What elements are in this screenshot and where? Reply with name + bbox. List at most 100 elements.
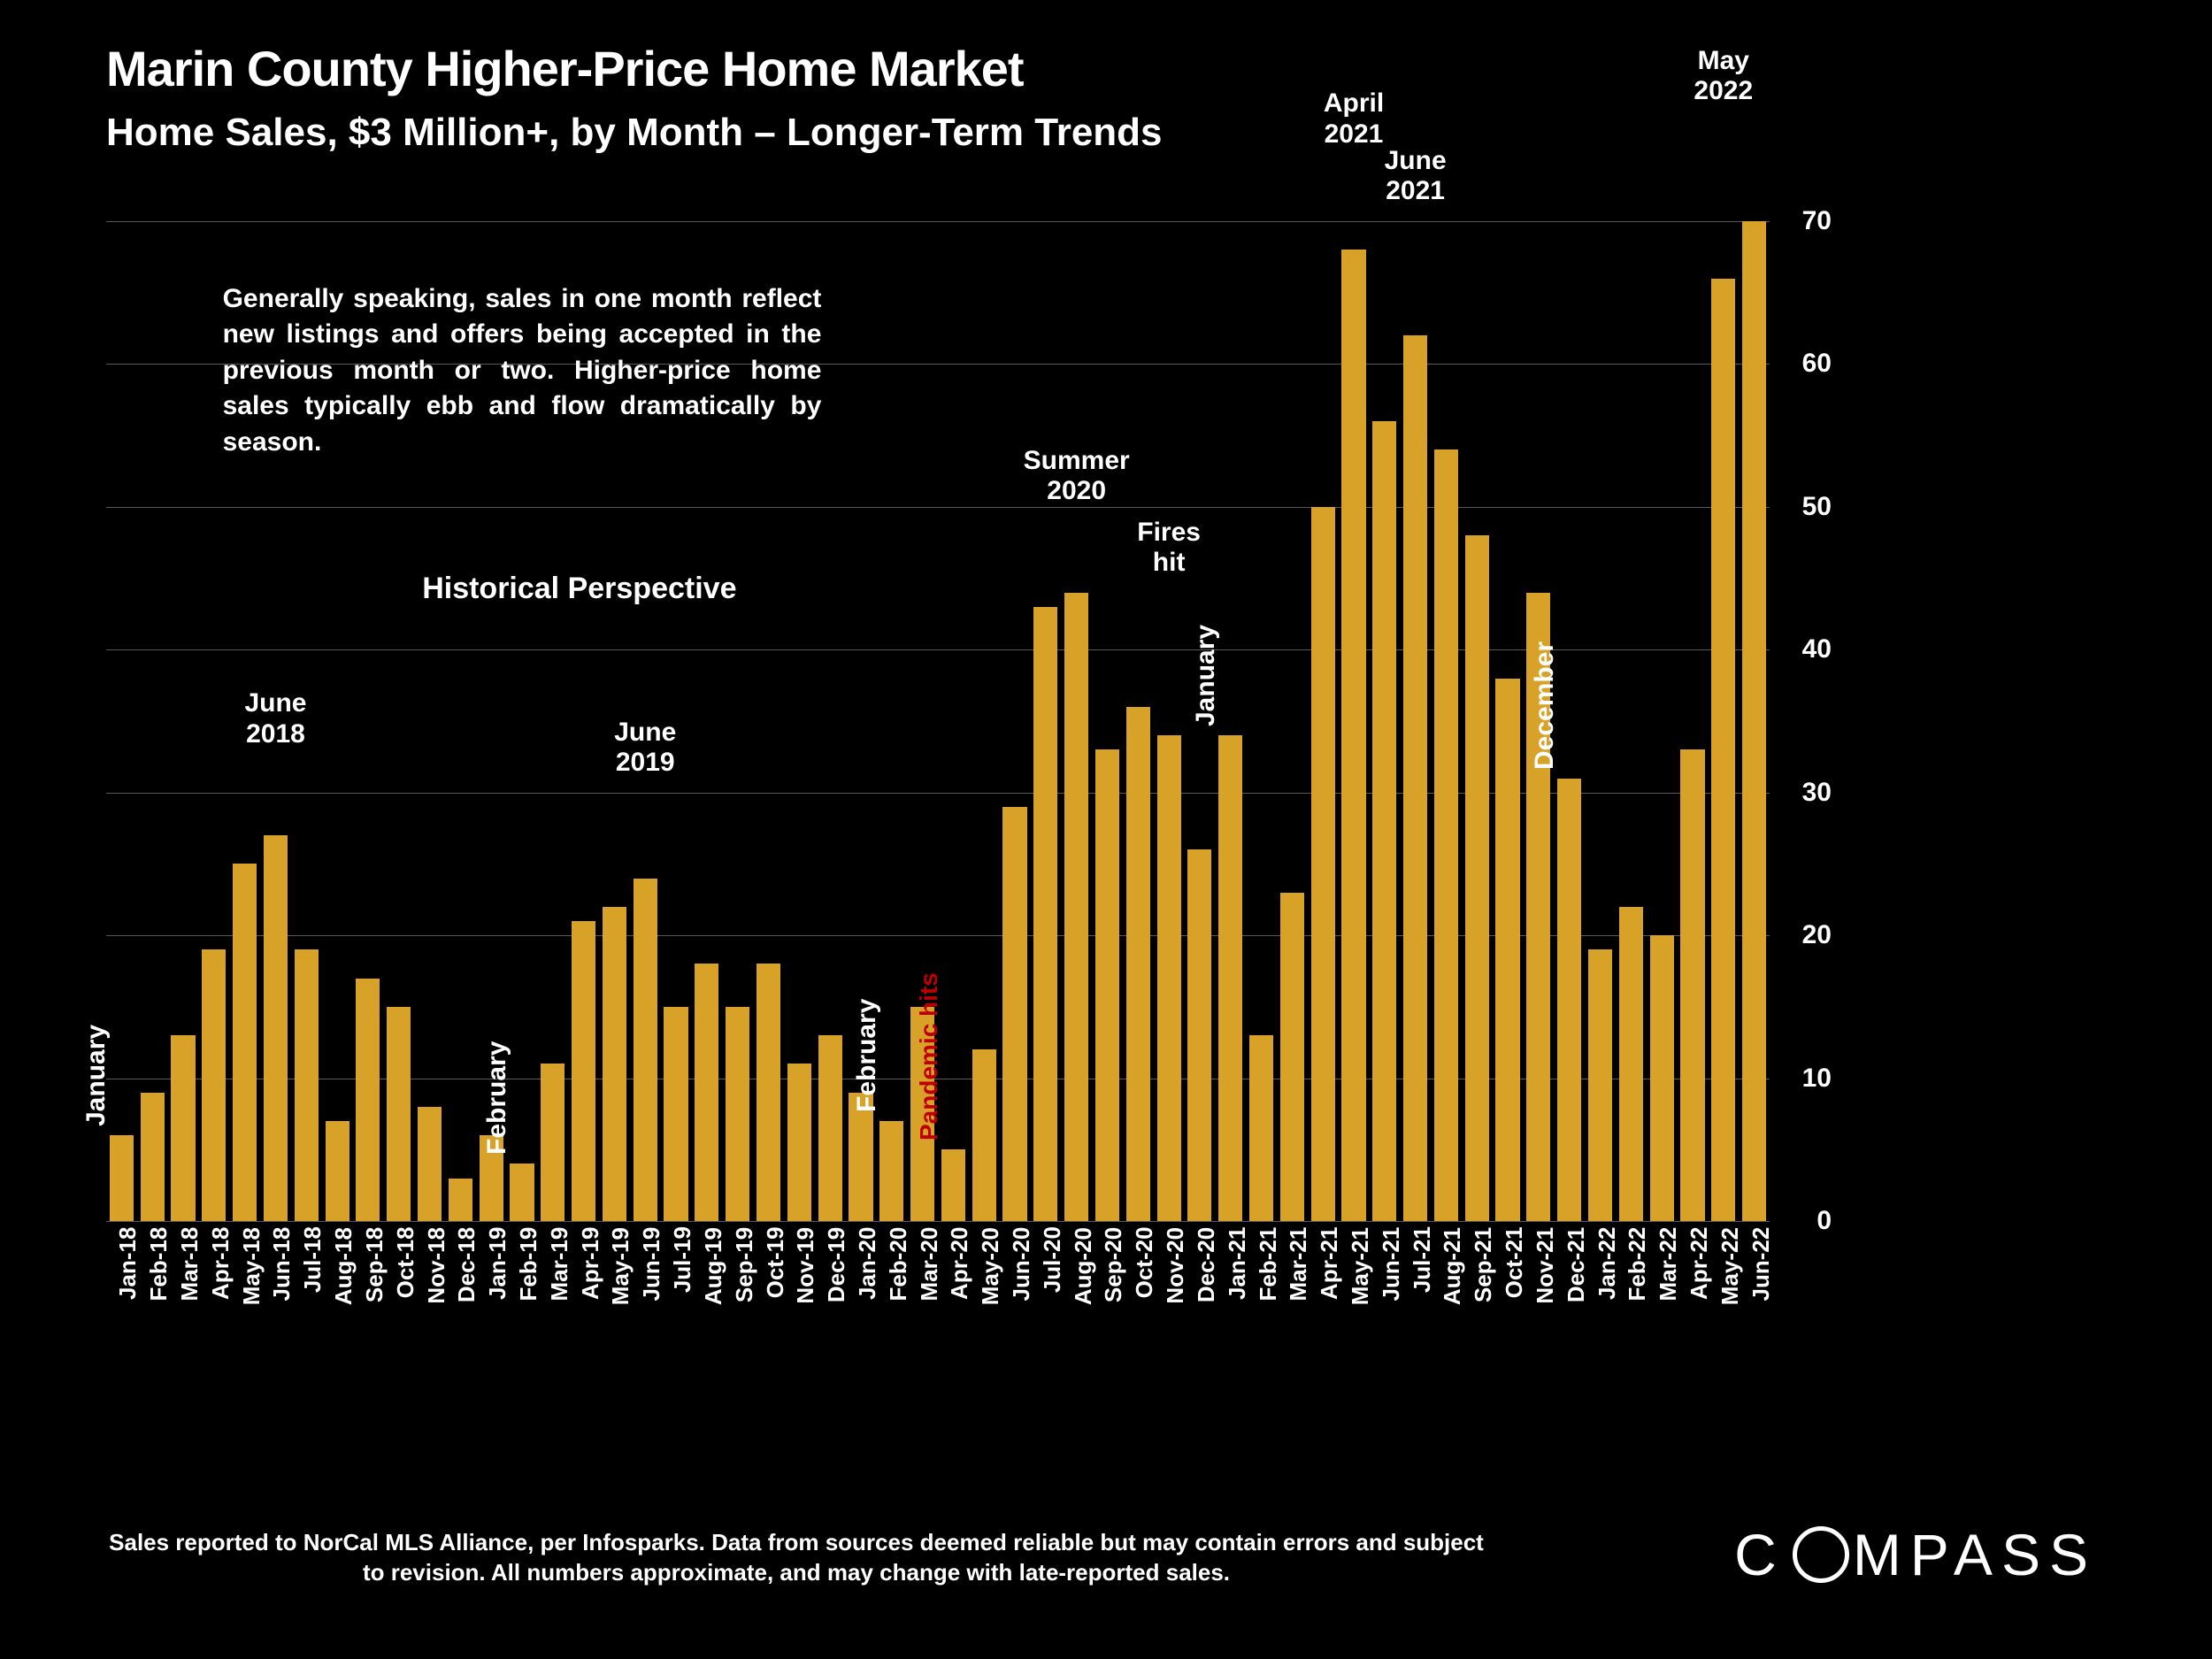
x-axis-tick-label: Jan-19 <box>484 1227 511 1300</box>
bar <box>757 964 780 1221</box>
bar <box>1680 749 1704 1221</box>
bar <box>1002 807 1026 1221</box>
bar-rotated-label: February <box>852 999 882 1112</box>
x-axis-tick-label: Apr-21 <box>1316 1227 1343 1300</box>
logo-text-after: MPASS <box>1853 1521 2097 1588</box>
x-axis-tick-label: Jun-20 <box>1008 1227 1035 1302</box>
bar <box>510 1164 534 1221</box>
logo-o-icon <box>1793 1526 1849 1583</box>
bar <box>664 1007 687 1221</box>
bar <box>1311 507 1335 1221</box>
chart-annotation: Fireshit <box>1137 518 1201 579</box>
x-axis-tick-label: Apr-18 <box>207 1227 234 1300</box>
x-axis-tick-label: Dec-21 <box>1563 1227 1590 1302</box>
x-axis-tick-label: Nov-19 <box>792 1227 819 1304</box>
bar <box>1619 907 1643 1221</box>
x-axis-tick-label: May-21 <box>1347 1227 1374 1305</box>
x-axis-tick-label: Apr-22 <box>1686 1227 1713 1300</box>
bar <box>818 1035 842 1221</box>
y-axis-tick-label: 30 <box>1802 778 1832 808</box>
x-axis-tick-label: Jun-18 <box>268 1227 296 1302</box>
bar <box>1495 679 1519 1221</box>
bar <box>541 1064 565 1221</box>
bar <box>1187 849 1211 1221</box>
x-axis-tick-label: Mar-20 <box>916 1227 943 1302</box>
bar <box>1465 535 1489 1221</box>
x-axis-tick-label: Jan-20 <box>854 1227 881 1300</box>
bar <box>1341 250 1365 1221</box>
x-axis-tick-label: May-22 <box>1717 1227 1744 1305</box>
compass-logo: C MPASS <box>1734 1521 2097 1588</box>
x-axis-tick-label: Jan-18 <box>114 1227 142 1300</box>
bar <box>1557 779 1581 1221</box>
chart-annotation: May2022 <box>1694 46 1753 107</box>
y-axis-tick-label: 70 <box>1802 206 1832 236</box>
x-axis-tick-label: Jun-22 <box>1747 1227 1775 1302</box>
bar <box>1064 593 1088 1221</box>
chart-area: 010203040506070Jan-18Feb-18Mar-18Apr-18M… <box>106 221 1770 1221</box>
page-title: Marin County Higher-Price Home Market <box>106 40 1024 97</box>
bar <box>972 1049 996 1221</box>
x-axis-tick-label: Apr-19 <box>577 1227 604 1300</box>
x-axis-tick-label: Oct-19 <box>762 1226 789 1298</box>
bar <box>1403 335 1427 1221</box>
x-axis-tick-label: Jun-19 <box>638 1227 665 1302</box>
bar <box>1157 735 1181 1221</box>
plot-region: 010203040506070Jan-18Feb-18Mar-18Apr-18M… <box>106 221 1770 1221</box>
x-axis-tick-label: Sep-20 <box>1100 1227 1127 1302</box>
bar <box>295 949 319 1221</box>
x-axis-tick-label: Mar-21 <box>1285 1227 1312 1302</box>
bar-rotated-label: December <box>1530 641 1560 770</box>
bar <box>418 1107 442 1221</box>
x-axis-tick-label: Sep-19 <box>731 1227 758 1302</box>
bar <box>202 949 226 1221</box>
bar <box>387 1007 411 1221</box>
bar <box>449 1179 472 1221</box>
page-subtitle: Home Sales, $3 Million+, by Month – Long… <box>106 111 1163 155</box>
bar-rotated-label: January <box>81 1025 111 1126</box>
x-axis-tick-label: Jul-18 <box>299 1226 326 1293</box>
bar <box>1249 1035 1273 1221</box>
historical-perspective-label: Historical Perspective <box>422 572 736 606</box>
x-axis-tick-label: May-20 <box>977 1227 1004 1305</box>
chart-annotation: April2021 <box>1324 88 1384 150</box>
bar <box>879 1121 903 1221</box>
bar-rotated-label: February <box>482 1041 512 1155</box>
chart-annotation: Summer2020 <box>1024 446 1130 507</box>
gridline <box>106 1221 1770 1222</box>
x-axis-tick-label: Nov-21 <box>1532 1227 1559 1304</box>
x-axis-tick-label: Oct-21 <box>1501 1226 1528 1298</box>
x-axis-tick-label: Jan-21 <box>1224 1227 1251 1300</box>
bar <box>1434 449 1458 1221</box>
bar <box>634 879 657 1221</box>
y-axis-tick-label: 60 <box>1802 349 1832 379</box>
x-axis-tick-label: Apr-20 <box>946 1227 973 1300</box>
bar <box>603 907 626 1221</box>
x-axis-tick-label: Aug-18 <box>330 1227 357 1305</box>
x-axis-tick-label: Feb-18 <box>145 1227 173 1302</box>
bar <box>141 1093 165 1221</box>
chart-annotation: June2018 <box>244 688 306 749</box>
bar <box>171 1035 195 1221</box>
bar <box>356 979 380 1221</box>
page-root: Marin County Higher-Price Home Market Ho… <box>0 0 2212 1659</box>
bar <box>1650 935 1674 1221</box>
gridline <box>106 221 1770 222</box>
bar <box>941 1149 965 1221</box>
x-axis-tick-label: Jul-19 <box>669 1226 696 1293</box>
bar-rotated-label: Pandemic hits <box>915 972 943 1141</box>
x-axis-tick-label: Jan-22 <box>1594 1227 1621 1300</box>
x-axis-tick-label: Feb-21 <box>1255 1227 1282 1302</box>
chart-annotation: June2019 <box>614 718 676 779</box>
bar <box>1126 707 1150 1221</box>
x-axis-tick-label: Feb-22 <box>1624 1227 1651 1302</box>
x-axis-tick-label: Jul-20 <box>1039 1226 1066 1293</box>
x-axis-tick-label: Mar-22 <box>1655 1227 1682 1302</box>
x-axis-tick-label: Mar-19 <box>546 1227 573 1302</box>
bar <box>1372 421 1396 1221</box>
x-axis-tick-label: Sep-18 <box>361 1227 388 1302</box>
bar <box>1280 893 1304 1221</box>
gridline <box>106 649 1770 650</box>
x-axis-tick-label: Dec-19 <box>823 1227 850 1302</box>
bar <box>695 964 718 1221</box>
